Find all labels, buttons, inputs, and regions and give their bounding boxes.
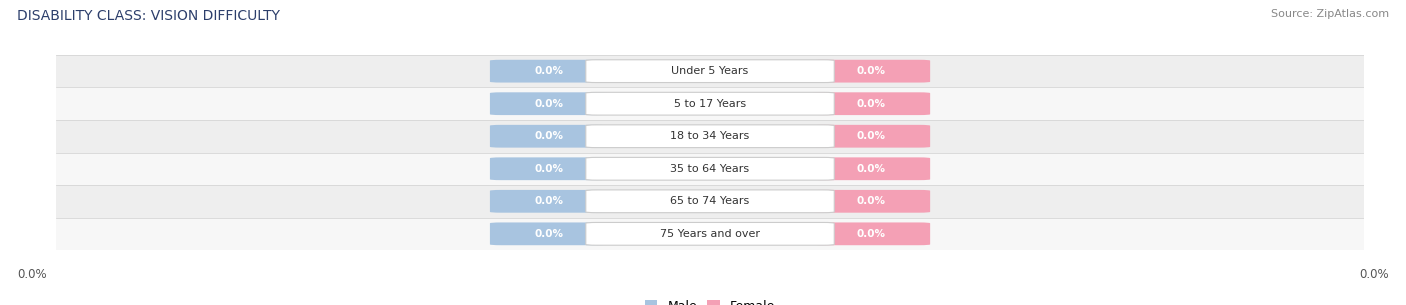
Text: 0.0%: 0.0% [856,196,886,206]
Bar [56,185,1364,217]
Text: 0.0%: 0.0% [856,229,886,239]
FancyBboxPatch shape [586,125,834,148]
FancyBboxPatch shape [813,190,931,213]
Bar [56,55,1364,88]
Text: 0.0%: 0.0% [17,268,46,281]
FancyBboxPatch shape [813,60,931,83]
Bar [56,152,1364,185]
Legend: Male, Female: Male, Female [640,295,780,305]
Text: 0.0%: 0.0% [534,196,564,206]
Text: 5 to 17 Years: 5 to 17 Years [673,99,747,109]
FancyBboxPatch shape [813,125,931,148]
Text: 0.0%: 0.0% [534,229,564,239]
FancyBboxPatch shape [489,222,607,245]
FancyBboxPatch shape [586,60,834,83]
FancyBboxPatch shape [489,60,607,83]
Text: 75 Years and over: 75 Years and over [659,229,761,239]
Text: 35 to 64 Years: 35 to 64 Years [671,164,749,174]
Text: 0.0%: 0.0% [856,66,886,76]
Text: 0.0%: 0.0% [856,99,886,109]
Text: DISABILITY CLASS: VISION DIFFICULTY: DISABILITY CLASS: VISION DIFFICULTY [17,9,280,23]
FancyBboxPatch shape [586,92,834,115]
FancyBboxPatch shape [489,190,607,213]
Text: 0.0%: 0.0% [534,66,564,76]
FancyBboxPatch shape [489,92,607,115]
Bar [56,88,1364,120]
FancyBboxPatch shape [586,190,834,213]
FancyBboxPatch shape [586,222,834,245]
Text: 0.0%: 0.0% [534,99,564,109]
Text: Source: ZipAtlas.com: Source: ZipAtlas.com [1271,9,1389,19]
Text: Under 5 Years: Under 5 Years [672,66,748,76]
FancyBboxPatch shape [489,125,607,148]
FancyBboxPatch shape [813,222,931,245]
Bar [56,217,1364,250]
Text: 0.0%: 0.0% [1360,268,1389,281]
FancyBboxPatch shape [489,157,607,180]
Text: 65 to 74 Years: 65 to 74 Years [671,196,749,206]
Text: 0.0%: 0.0% [534,131,564,141]
Text: 0.0%: 0.0% [534,164,564,174]
FancyBboxPatch shape [813,92,931,115]
FancyBboxPatch shape [813,157,931,180]
Text: 0.0%: 0.0% [856,164,886,174]
Text: 0.0%: 0.0% [856,131,886,141]
Bar [56,120,1364,152]
FancyBboxPatch shape [586,157,834,180]
Text: 18 to 34 Years: 18 to 34 Years [671,131,749,141]
